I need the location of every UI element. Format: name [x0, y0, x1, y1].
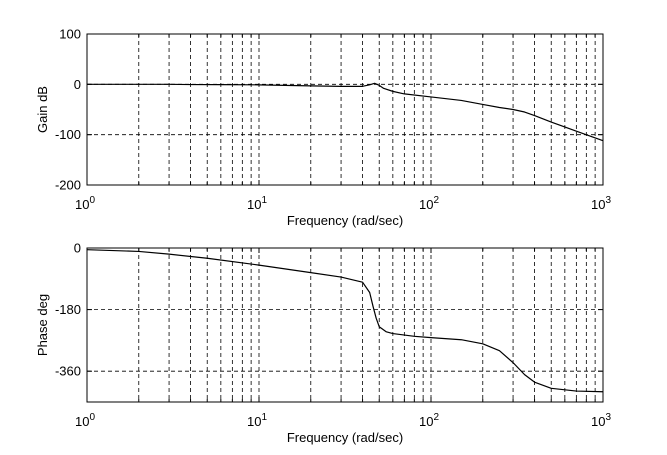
- phase-ytick-label: 0: [74, 241, 81, 256]
- phase-axes-frame: [86, 247, 604, 403]
- phase-xtick-label: 100: [75, 412, 95, 429]
- gain-ylabel: Gain dB: [35, 86, 50, 133]
- gain-ytick-label: -200: [55, 178, 81, 193]
- phase-grid-vertical: [138, 248, 596, 402]
- phase-ytick-label: -180: [55, 302, 81, 317]
- gain-plot-area: [87, 34, 603, 185]
- phase-xtick-label: 103: [591, 412, 611, 429]
- phase-grid-horizontal: [87, 309, 603, 372]
- gain-ytick-label: 0: [74, 77, 81, 92]
- phase-xtick-label: 101: [247, 412, 267, 429]
- phase-ylabel: Phase deg: [35, 294, 50, 356]
- gain-xtick-label: 101: [247, 195, 267, 212]
- phase-xlabel: Frequency (rad/sec): [287, 430, 403, 445]
- gain-ytick-label: 100: [59, 27, 81, 42]
- gain-xlabel: Frequency (rad/sec): [287, 213, 403, 228]
- phase-axes: 0 -180 -360 100 101 102 103 Frequency (rad/sec)…: [35, 241, 611, 446]
- gain-xtick-label: 102: [419, 195, 439, 212]
- gain-xtick-label: 100: [75, 195, 95, 212]
- gain-series-line: [87, 82, 604, 142]
- phase-xtick-label: 102: [419, 412, 439, 429]
- gain-xtick-label: 103: [591, 195, 611, 212]
- phase-series-line: [86, 249, 604, 393]
- gain-axes: 100 0 -100 -200 100 101 102 103 Frequency (rad/s…: [35, 27, 611, 229]
- phase-plot-area: [87, 248, 603, 402]
- gain-axes-frame: [86, 33, 604, 186]
- gain-ytick-label: -100: [55, 127, 81, 142]
- phase-ytick-label: -360: [55, 364, 81, 379]
